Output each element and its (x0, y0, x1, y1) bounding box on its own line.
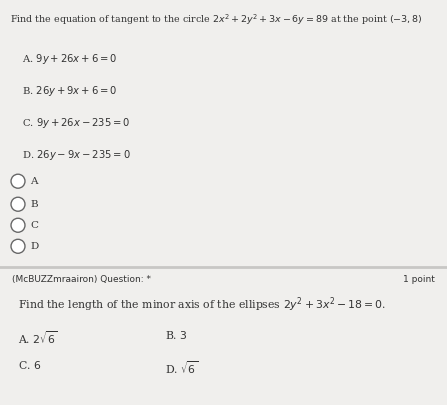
Text: C. $9y+26x-235=0$: C. $9y+26x-235=0$ (22, 116, 131, 130)
Text: (McBUZZmraairon) Question: *: (McBUZZmraairon) Question: * (12, 275, 151, 284)
Text: D. $\sqrt{6}$: D. $\sqrt{6}$ (165, 359, 198, 376)
Text: C: C (30, 221, 38, 230)
Circle shape (11, 197, 25, 211)
Text: D: D (30, 242, 38, 251)
Text: A. $9y+26x+6=0$: A. $9y+26x+6=0$ (22, 52, 118, 66)
Text: 1 point: 1 point (403, 275, 435, 284)
Text: A. $2\sqrt{6}$: A. $2\sqrt{6}$ (18, 329, 57, 346)
Text: Find the length of the minor axis of the ellipses $2y^2+3x^2-18=0$.: Find the length of the minor axis of the… (18, 295, 386, 314)
Text: D. $26y-9x-235=0$: D. $26y-9x-235=0$ (22, 148, 131, 162)
Text: Find the equation of tangent to the circle $2x^2+2y^2+3x-6y=89$ at the point $(-: Find the equation of tangent to the circ… (10, 12, 423, 27)
Text: B: B (30, 200, 38, 209)
Text: B. $26y+9x+6=0$: B. $26y+9x+6=0$ (22, 84, 118, 98)
Circle shape (11, 174, 25, 188)
Circle shape (11, 218, 25, 232)
Text: B. $3$: B. $3$ (165, 329, 188, 341)
Text: A: A (30, 177, 38, 186)
Text: C. $6$: C. $6$ (18, 359, 42, 371)
Circle shape (11, 239, 25, 253)
